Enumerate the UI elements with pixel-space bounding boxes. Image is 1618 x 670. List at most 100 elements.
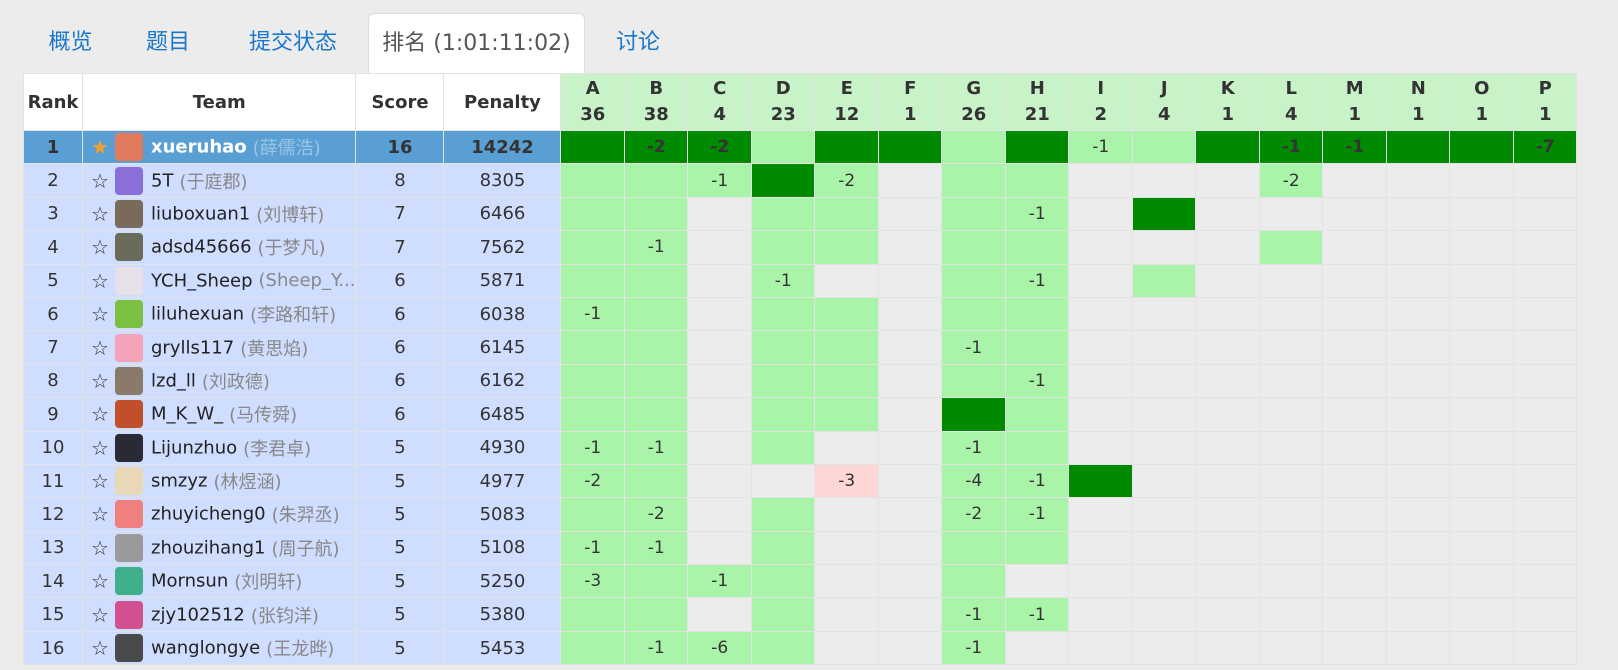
problem-cell-e[interactable] [814, 230, 879, 265]
header-problem-h[interactable]: H 21 [1004, 73, 1070, 131]
username-link[interactable]: Lijunzhuo [151, 437, 238, 459]
problem-cell-g[interactable]: -1 [941, 597, 1006, 632]
problem-cell-g[interactable]: -1 [941, 630, 1006, 666]
problem-cell-g[interactable] [941, 263, 1006, 298]
table-row[interactable]: 8 ☆ lzd_ll (刘政德) 6 6162 -1 [23, 363, 1578, 399]
star-icon[interactable]: ☆ [91, 201, 109, 226]
problem-cell-f[interactable] [877, 129, 943, 165]
problem-cell-e[interactable] [814, 129, 879, 165]
problem-cell-b[interactable]: -1 [623, 630, 689, 666]
problem-cell-o[interactable] [1449, 129, 1514, 165]
username-link[interactable]: 5T [151, 170, 174, 192]
problem-cell-b[interactable]: -1 [623, 230, 689, 265]
problem-cell-d[interactable] [750, 597, 816, 632]
problem-cell-g[interactable] [941, 129, 1006, 165]
star-icon[interactable]: ☆ [91, 636, 109, 661]
username-link[interactable]: zhouzihang1 [151, 537, 266, 559]
problem-cell-g[interactable] [941, 196, 1006, 232]
problem-cell-b[interactable]: -1 [623, 530, 689, 566]
problem-cell-b[interactable] [623, 163, 689, 198]
star-icon[interactable]: ☆ [91, 569, 109, 594]
problem-cell-a[interactable] [560, 330, 625, 365]
problem-cell-e[interactable] [814, 330, 879, 365]
star-icon[interactable]: ☆ [91, 535, 109, 560]
tab-ranking[interactable]: 排名 (1:01:11:02) [368, 13, 585, 73]
tab-status[interactable]: 提交状态 [248, 30, 337, 55]
problem-cell-g[interactable]: -1 [941, 330, 1006, 365]
problem-cell-b[interactable] [623, 463, 689, 499]
username-link[interactable]: Mornsun [151, 570, 229, 592]
problem-cell-g[interactable] [941, 296, 1006, 332]
table-row[interactable]: 4 ☆ adsd45666 (于梦凡) 7 7562 -1 [23, 230, 1578, 265]
header-problem-e[interactable]: E 12 [814, 73, 879, 131]
username-link[interactable]: YCH_Sheep [151, 270, 253, 292]
problem-cell-e[interactable] [814, 296, 879, 332]
star-icon[interactable]: ★ [91, 135, 109, 160]
problem-cell-b[interactable] [623, 330, 689, 365]
problem-cell-g[interactable] [941, 564, 1006, 599]
table-row[interactable]: 13 ☆ zhouzihang1 (周子航) 5 5108 -1 -1 [23, 530, 1578, 566]
problem-cell-a[interactable] [560, 363, 625, 399]
table-row[interactable]: 3 ☆ liuboxuan1 (刘博轩) 7 6466 -1 [23, 196, 1578, 232]
problem-cell-j[interactable] [1131, 196, 1197, 232]
problem-cell-g[interactable] [941, 363, 1006, 399]
problem-cell-h[interactable] [1004, 430, 1070, 465]
problem-cell-b[interactable] [623, 397, 689, 432]
problem-cell-b[interactable]: -2 [623, 497, 689, 532]
problem-cell-d[interactable] [750, 497, 816, 532]
problem-cell-a[interactable] [560, 397, 625, 432]
problem-cell-h[interactable] [1004, 296, 1070, 332]
table-row[interactable]: 12 ☆ zhuyicheng0 (朱羿丞) 5 5083 -2 -2 -1 [23, 497, 1578, 532]
star-icon[interactable]: ☆ [91, 469, 109, 494]
problem-cell-b[interactable]: -1 [623, 430, 689, 465]
problem-cell-p[interactable]: -7 [1512, 129, 1578, 165]
problem-cell-h[interactable]: -1 [1004, 463, 1070, 499]
problem-cell-l[interactable] [1258, 230, 1324, 265]
star-icon[interactable]: ☆ [91, 502, 109, 527]
username-link[interactable]: zjy102512 [151, 604, 245, 626]
star-icon[interactable]: ☆ [91, 435, 109, 460]
problem-cell-b[interactable] [623, 363, 689, 399]
table-row[interactable]: 1 ★ xueruhao (薛儒浩) 16 14242 -2 -2 -1 -1 -1 -7 [23, 129, 1578, 165]
problem-cell-h[interactable]: -1 [1004, 263, 1070, 298]
problem-cell-h[interactable]: -1 [1004, 363, 1070, 399]
username-link[interactable]: lzd_ll [151, 370, 196, 392]
problem-cell-d[interactable] [750, 630, 816, 666]
star-icon[interactable]: ☆ [91, 368, 109, 393]
problem-cell-g[interactable] [941, 230, 1006, 265]
star-icon[interactable]: ☆ [91, 602, 109, 627]
problem-cell-a[interactable] [560, 196, 625, 232]
problem-cell-n[interactable] [1385, 129, 1451, 165]
problem-cell-h[interactable] [1004, 163, 1070, 198]
problem-cell-j[interactable] [1131, 129, 1197, 165]
problem-cell-a[interactable]: -3 [560, 564, 625, 599]
problem-cell-a[interactable]: -1 [560, 296, 625, 332]
table-row[interactable]: 16 ☆ wanglongye (王龙晔) 5 5453 -1 -6 -1 [23, 630, 1578, 666]
star-icon[interactable]: ☆ [91, 235, 109, 260]
username-link[interactable]: adsd45666 [151, 236, 252, 258]
table-row[interactable]: 5 ☆ YCH_Sheep (Sheep_Y... 6 5871 -1 -1 [23, 263, 1578, 298]
username-link[interactable]: grylls117 [151, 337, 235, 359]
username-link[interactable]: liuboxuan1 [151, 203, 251, 225]
star-icon[interactable]: ☆ [91, 268, 109, 293]
problem-cell-a[interactable] [560, 597, 625, 632]
problem-cell-d[interactable] [750, 330, 816, 365]
problem-cell-g[interactable]: -2 [941, 497, 1006, 532]
problem-cell-b[interactable] [623, 263, 689, 298]
problem-cell-h[interactable]: -1 [1004, 597, 1070, 632]
problem-cell-d[interactable]: -1 [750, 263, 816, 298]
table-row[interactable]: 9 ☆ M_K_W_ (马传舜) 6 6485 [23, 397, 1578, 432]
table-row[interactable]: 10 ☆ Lijunzhuo (李君卓) 5 4930 -1 -1 -1 [23, 430, 1578, 465]
tab-overview[interactable]: 概览 [48, 30, 93, 55]
header-problem-b[interactable]: B 38 [623, 73, 689, 131]
problem-cell-a[interactable]: -1 [560, 530, 625, 566]
star-icon[interactable]: ☆ [91, 302, 109, 327]
